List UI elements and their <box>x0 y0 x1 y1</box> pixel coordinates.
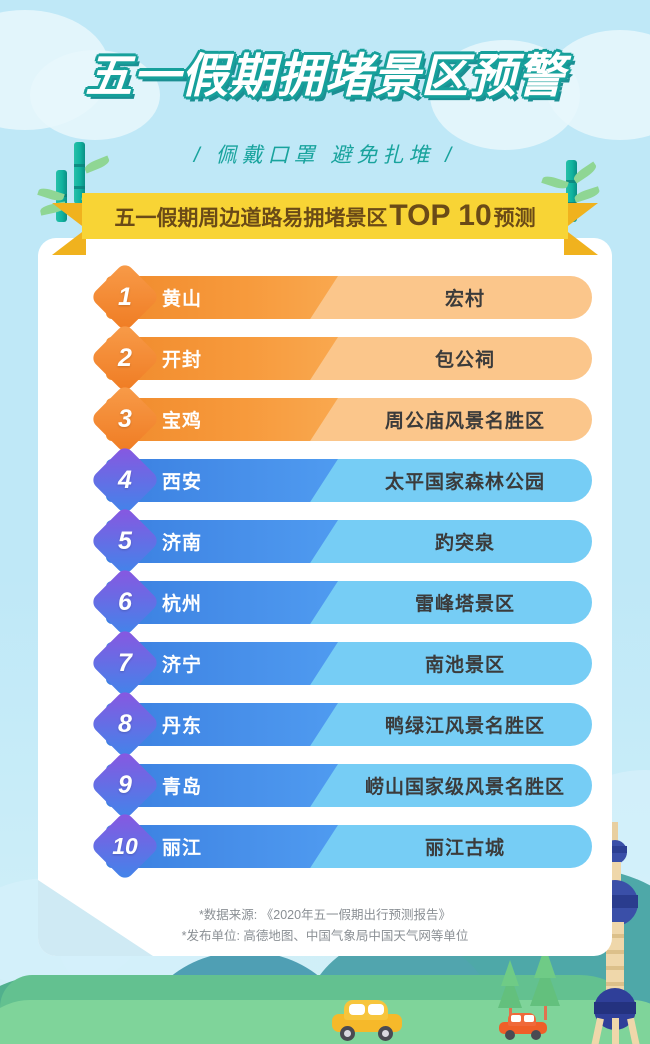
banner-text: 五一假期周边道路易拥堵景区 TOP 10 预测 <box>114 199 535 233</box>
rank-number: 4 <box>118 465 132 494</box>
city-name: 济南 <box>162 533 203 554</box>
card-fold-corner <box>38 880 153 956</box>
city-name: 杭州 <box>162 594 203 615</box>
bamboo-node <box>74 164 85 167</box>
rank-number: 9 <box>118 770 132 799</box>
table-row[interactable]: 6 杭州 雷峰塔景区 <box>38 566 612 638</box>
footer-notes: *数据来源: 《2020年五一假期出行预测报告》 *发布单位: 高德地图、中国气… <box>38 905 612 947</box>
spot-name: 趵突泉 <box>434 533 495 554</box>
spot-name: 丽江古城 <box>424 838 505 859</box>
rank-number: 1 <box>118 282 132 311</box>
bamboo-stalk <box>566 160 577 222</box>
page-subtitle: / 佩戴口罩 避免扎堆 / <box>193 144 457 167</box>
bamboo-left <box>37 142 114 242</box>
page-title: 五一假期拥堵景区预警 <box>85 49 565 102</box>
spot-name: 南池景区 <box>424 655 505 676</box>
rank-number: 6 <box>118 587 132 616</box>
bamboo-node <box>566 180 577 183</box>
bamboo-leaf <box>83 155 111 174</box>
tree-trunk <box>509 1004 512 1020</box>
banner-suffix: 预测 <box>493 207 536 230</box>
rank-number: 10 <box>112 832 138 859</box>
rank-number: 8 <box>118 709 132 738</box>
spot-name: 崂山国家级风景名胜区 <box>364 777 565 798</box>
ribbon-tail-right <box>564 203 598 255</box>
bamboo-leaf <box>573 186 601 203</box>
title-container: 五一假期拥堵景区预警 <box>0 52 650 99</box>
rank-number: 2 <box>118 343 132 372</box>
tree-trunk <box>544 1002 547 1020</box>
bamboo-node <box>74 186 85 189</box>
grass-front <box>0 1000 650 1044</box>
rank-number: 7 <box>118 648 132 677</box>
table-row[interactable]: 9 青岛 崂山国家级风景名胜区 <box>38 749 612 821</box>
bamboo-stalk <box>74 142 85 204</box>
city-name: 丽江 <box>162 838 203 859</box>
cloud-shape <box>30 50 160 140</box>
banner-highlight: TOP 10 <box>389 199 492 232</box>
city-name: 开封 <box>162 350 203 371</box>
table-row[interactable]: 8 丹东 鸭绿江风景名胜区 <box>38 688 612 760</box>
tree-foliage <box>501 960 519 986</box>
rank-number: 5 <box>118 526 132 555</box>
footer-publisher: *发布单位: 高德地图、中国气象局中国天气网等单位 <box>181 929 469 943</box>
table-row[interactable]: 7 济宁 南池景区 <box>38 627 612 699</box>
table-row[interactable]: 10 丽江 丽江古城 <box>38 810 612 882</box>
banner-headline: 五一假期周边道路易拥堵景区 TOP 10 预测 <box>82 193 568 239</box>
footer-source: *数据来源: 《2020年五一假期出行预测报告》 <box>198 908 452 922</box>
city-name: 济宁 <box>162 655 203 676</box>
rank-number: 3 <box>118 404 132 433</box>
table-row[interactable]: 3 宝鸡 周公庙风景名胜区 <box>38 383 612 455</box>
table-row[interactable]: 5 济南 趵突泉 <box>38 505 612 577</box>
yellow-car-icon <box>330 998 404 1041</box>
ribbon-tail-left <box>52 203 86 255</box>
table-row[interactable]: 2 开封 包公祠 <box>38 322 612 394</box>
table-row[interactable]: 1 黄山 宏村 <box>38 261 612 333</box>
city-name: 西安 <box>162 472 203 493</box>
spot-name: 宏村 <box>444 289 485 310</box>
spot-name: 鸭绿江风景名胜区 <box>384 716 545 737</box>
table-row[interactable]: 4 西安 太平国家森林公园 <box>38 444 612 516</box>
city-name: 丹东 <box>162 716 203 737</box>
spot-name: 雷峰塔景区 <box>414 594 515 615</box>
city-name: 青岛 <box>162 777 203 798</box>
banner-prefix: 五一假期周边道路易拥堵景区 <box>114 207 388 230</box>
spot-name: 包公祠 <box>434 350 495 371</box>
city-name: 宝鸡 <box>162 411 203 432</box>
spot-name: 周公庙风景名胜区 <box>384 411 545 432</box>
city-name: 黄山 <box>162 289 203 310</box>
spot-name: 太平国家森林公园 <box>384 472 545 493</box>
ranking-list: 1 黄山 宏村 2 开封 包公祠 3 宝鸡 周公庙风景名胜区 4 西安 太平 <box>38 261 612 886</box>
orange-car-icon <box>498 1012 548 1040</box>
